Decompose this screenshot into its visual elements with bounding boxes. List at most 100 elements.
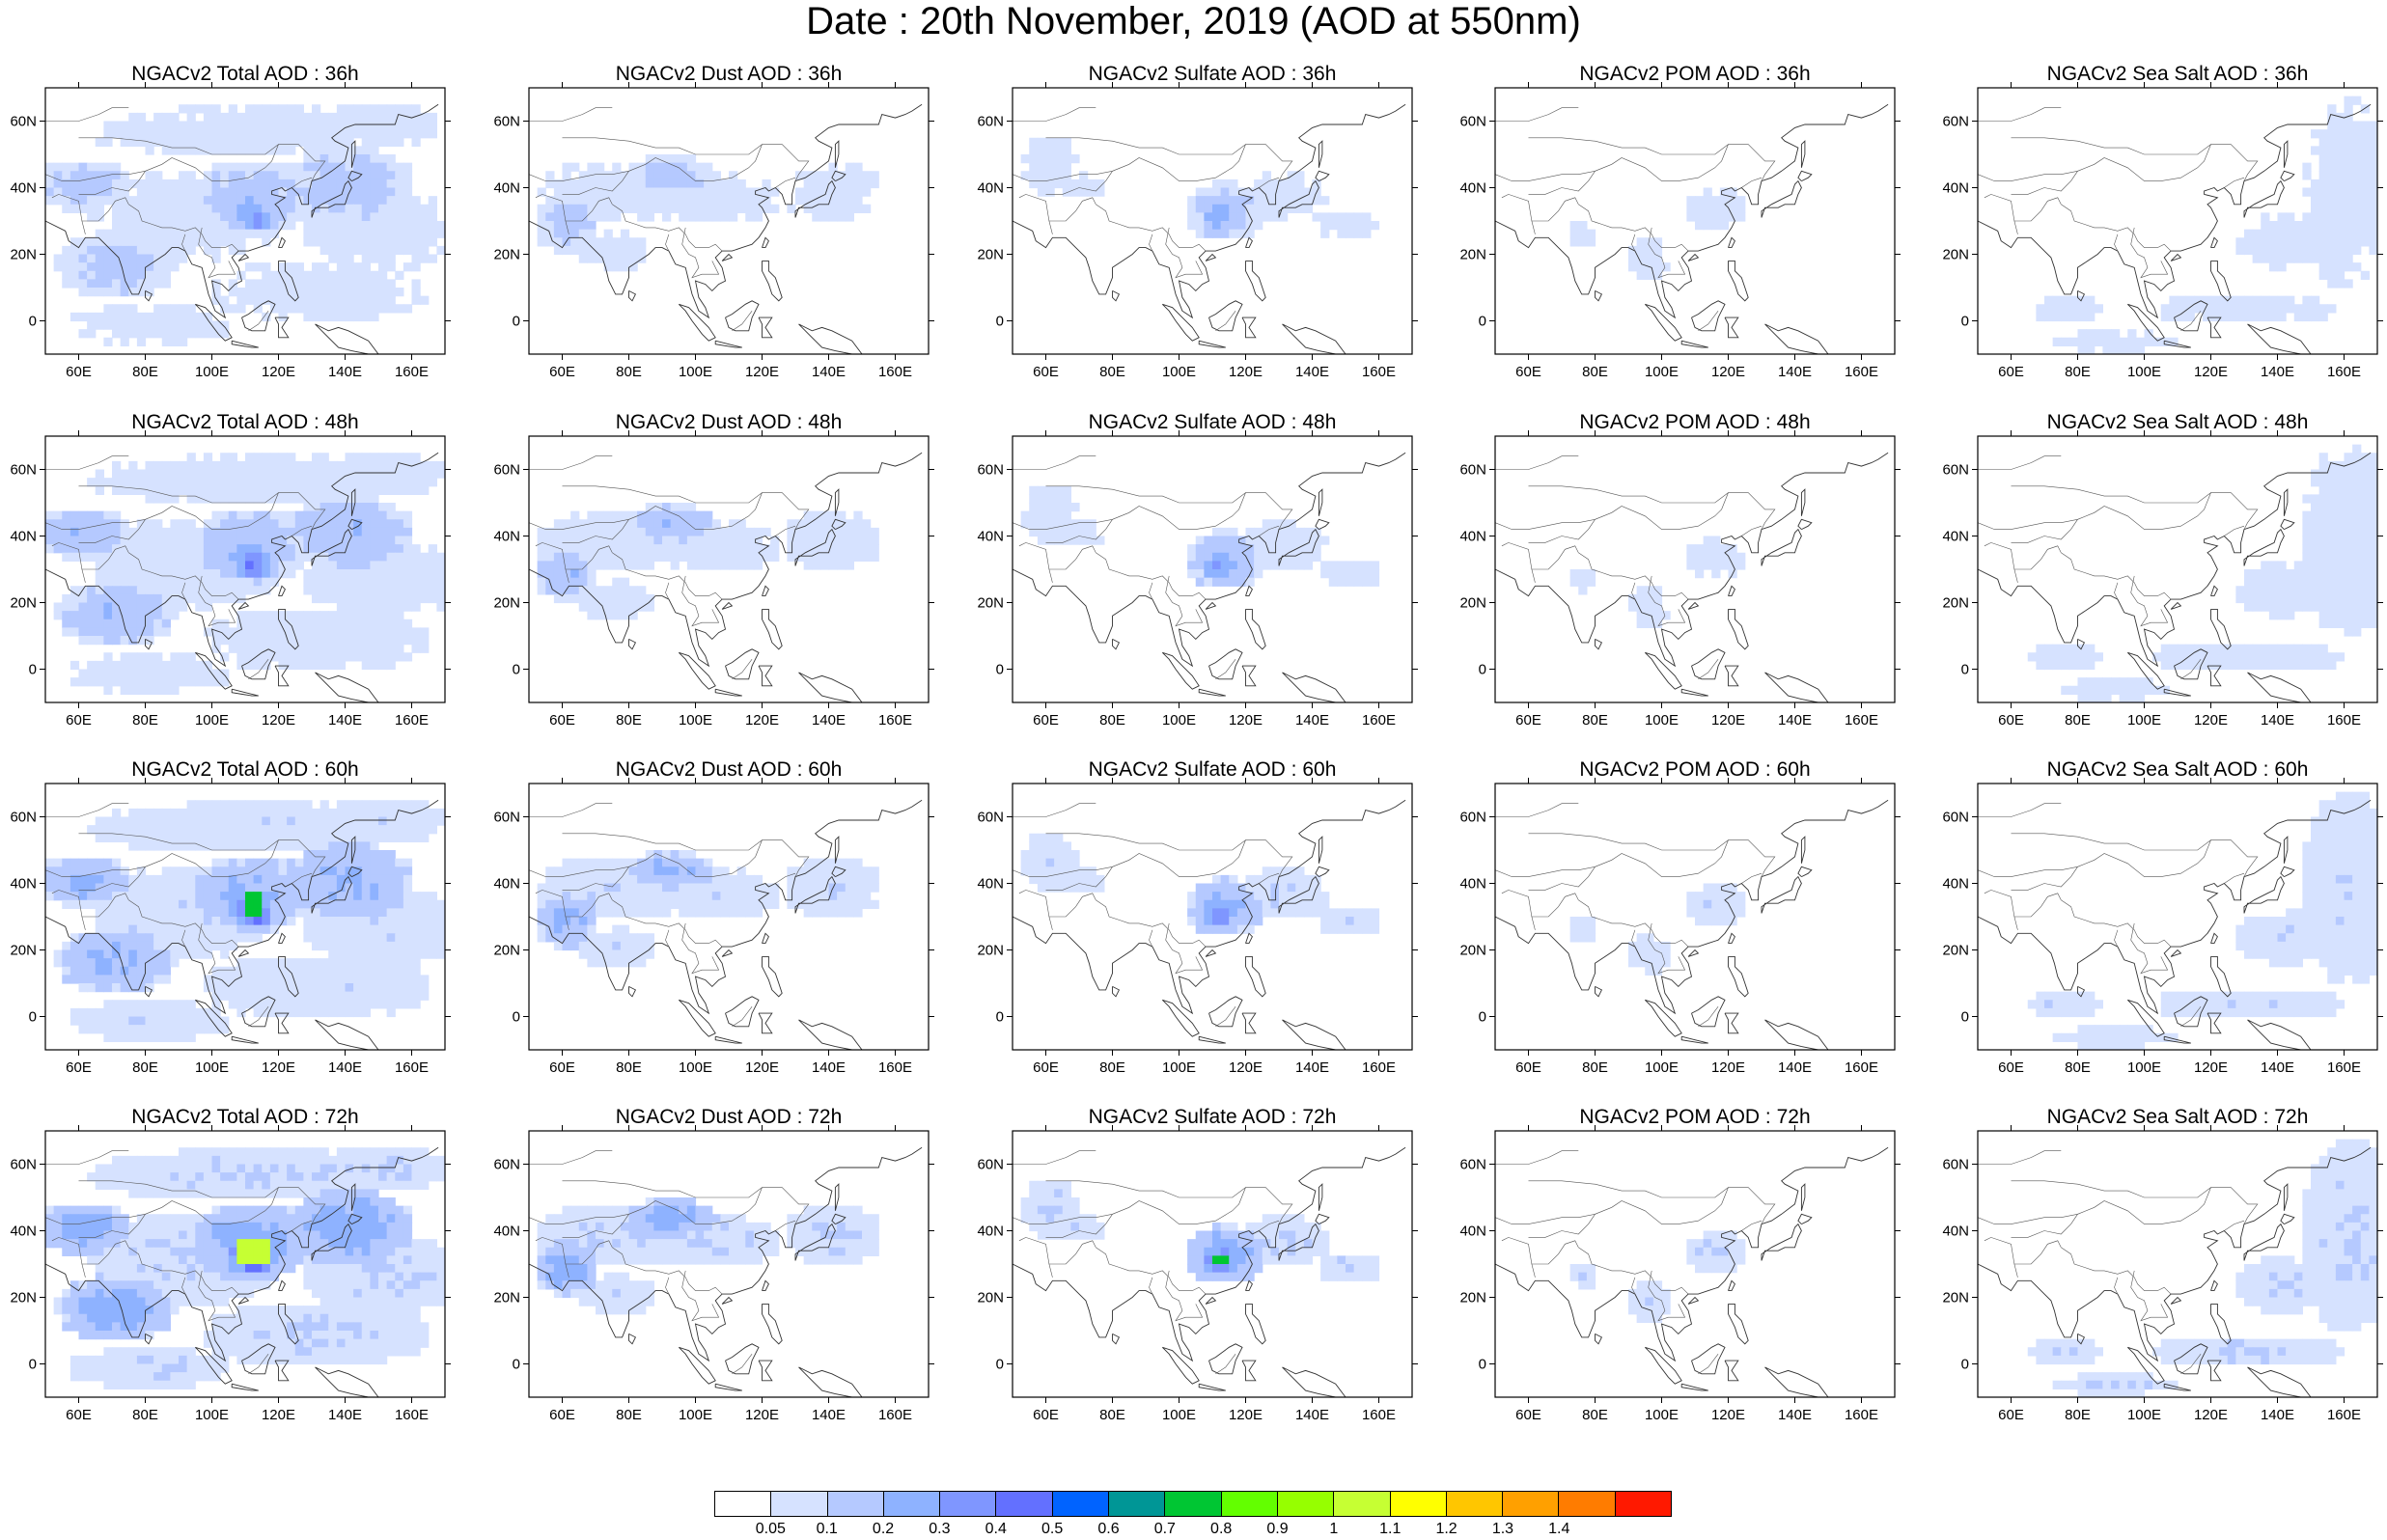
panel-title: NGACv2 Dust AOD : 36h — [615, 63, 843, 85]
country-border — [1698, 311, 1719, 332]
country-border — [1165, 575, 1204, 627]
lon-tick-label: 160E — [395, 712, 429, 729]
country-border — [535, 542, 569, 583]
country-border — [78, 485, 279, 504]
lon-tick-label: 160E — [1845, 1407, 1878, 1423]
aod-field — [1013, 452, 1406, 702]
lon-tick-label: 120E — [745, 1407, 779, 1423]
country-border — [529, 455, 613, 470]
colorbar-swatch — [996, 1492, 1053, 1516]
country-border — [181, 582, 186, 600]
coastline — [2210, 1279, 2218, 1292]
country-border — [1495, 1214, 1596, 1224]
country-border — [1048, 545, 1096, 570]
lon-tick-label: 120E — [2194, 364, 2228, 380]
country-border — [529, 1214, 629, 1224]
country-border — [248, 1006, 269, 1028]
aod-map: 60N 40N 20N 0 60E 80E 100E 120E 140E 160E — [10, 430, 451, 729]
coastline — [1724, 316, 1739, 339]
lat-tick-label: 60N — [10, 810, 37, 826]
lon-tick-label: 100E — [2127, 1059, 2161, 1076]
lat-tick-label: 0 — [1479, 662, 1486, 678]
lat-tick-label: 20N — [493, 943, 520, 959]
lat-tick-label: 60N — [1942, 462, 1969, 479]
coastline — [1691, 648, 1726, 680]
lon-tick-label: 100E — [1645, 712, 1679, 729]
lon-tick-label: 60E — [66, 1059, 92, 1076]
coastline — [678, 303, 716, 342]
coastline — [2280, 1213, 2295, 1225]
country-border — [2011, 492, 2259, 543]
country-border — [1648, 1270, 1686, 1322]
coastline — [1595, 1333, 1603, 1345]
lon-tick-label: 80E — [1099, 364, 1125, 380]
panel-title: NGACv2 Total AOD : 72h — [131, 1106, 359, 1128]
aod-map: 60N 40N 20N 0 60E 80E 100E 120E 140E 160E — [977, 82, 1418, 380]
coastline — [1161, 1346, 1200, 1385]
coastline — [237, 253, 250, 261]
coastline — [1978, 452, 2372, 668]
colorbar-label: 1.4 — [1548, 1521, 1570, 1537]
coastline — [1241, 1360, 1257, 1382]
colorbar-label: 0.05 — [755, 1521, 786, 1537]
aod-map: 60N 40N 20N 0 60E 80E 100E 120E 140E 160E — [1942, 1125, 2383, 1423]
coastline — [1800, 1183, 1806, 1211]
coastline — [2077, 985, 2086, 998]
lat-tick-label: 0 — [29, 1357, 37, 1373]
lon-tick-label: 100E — [195, 712, 229, 729]
map-panel: NGACv2 POM AOD : 36h 60N 40N 20N 0 60E 80E 100E… — [1452, 63, 1929, 410]
aod-map: 60N 40N 20N 0 60E 80E 100E 120E 140E 160E — [977, 1125, 1418, 1423]
panel-title: NGACv2 Total AOD : 60h — [131, 758, 359, 781]
coastline — [1315, 1213, 1330, 1225]
coastline — [2210, 236, 2218, 249]
colorbar-swatch — [883, 1492, 941, 1516]
aod-field — [1013, 103, 1406, 354]
aod-field — [1495, 1146, 1889, 1397]
lon-tick-label: 120E — [2194, 1407, 2228, 1423]
country-border — [81, 197, 129, 222]
country-border — [1165, 227, 1204, 279]
coastline — [241, 648, 276, 680]
lon-tick-label: 160E — [1845, 364, 1878, 380]
coastline — [762, 260, 783, 302]
lat-tick-label: 60N — [493, 810, 520, 826]
country-border — [665, 234, 670, 252]
lon-tick-label: 120E — [262, 364, 295, 380]
colorbar-swatch — [1615, 1492, 1672, 1516]
coastline — [1245, 932, 1253, 945]
country-border — [1631, 582, 1636, 600]
aod-field — [1978, 96, 2377, 354]
country-border — [1045, 1187, 1293, 1238]
country-border — [2011, 485, 2211, 504]
aod-map: 60N 40N 20N 0 60E 80E 100E 120E 140E 160E — [493, 778, 934, 1076]
coastline — [278, 955, 299, 998]
coastline — [758, 316, 773, 339]
country-border — [2013, 893, 2062, 918]
lat-tick-label: 20N — [1942, 1290, 1969, 1306]
colorbar-label: 1 — [1329, 1521, 1339, 1537]
country-border — [78, 839, 326, 891]
map-frame — [528, 435, 930, 703]
lat-tick-label: 40N — [1942, 876, 1969, 893]
country-border — [732, 1006, 753, 1028]
lat-tick-label: 0 — [513, 662, 520, 678]
coastline — [714, 1383, 742, 1391]
aod-map: 60N 40N 20N 0 60E 80E 100E 120E 140E 160E — [1459, 82, 1901, 380]
colorbar-swatch — [1390, 1492, 1447, 1516]
coastline — [231, 340, 259, 348]
lon-tick-label: 140E — [328, 1407, 362, 1423]
coastline — [834, 836, 840, 864]
colorbar-swatch — [1165, 1492, 1222, 1516]
coastline — [1198, 340, 1226, 348]
lat-tick-label: 0 — [29, 662, 37, 678]
coastline — [1013, 799, 1406, 1015]
country-border — [775, 1220, 796, 1231]
country-border — [81, 545, 129, 570]
country-border — [535, 194, 569, 234]
country-border — [51, 194, 86, 234]
lon-tick-label: 140E — [328, 364, 362, 380]
lon-tick-label: 80E — [1099, 712, 1125, 729]
lat-tick-label: 0 — [1479, 1009, 1486, 1026]
country-border — [1648, 575, 1686, 627]
country-border — [1045, 1180, 1246, 1198]
